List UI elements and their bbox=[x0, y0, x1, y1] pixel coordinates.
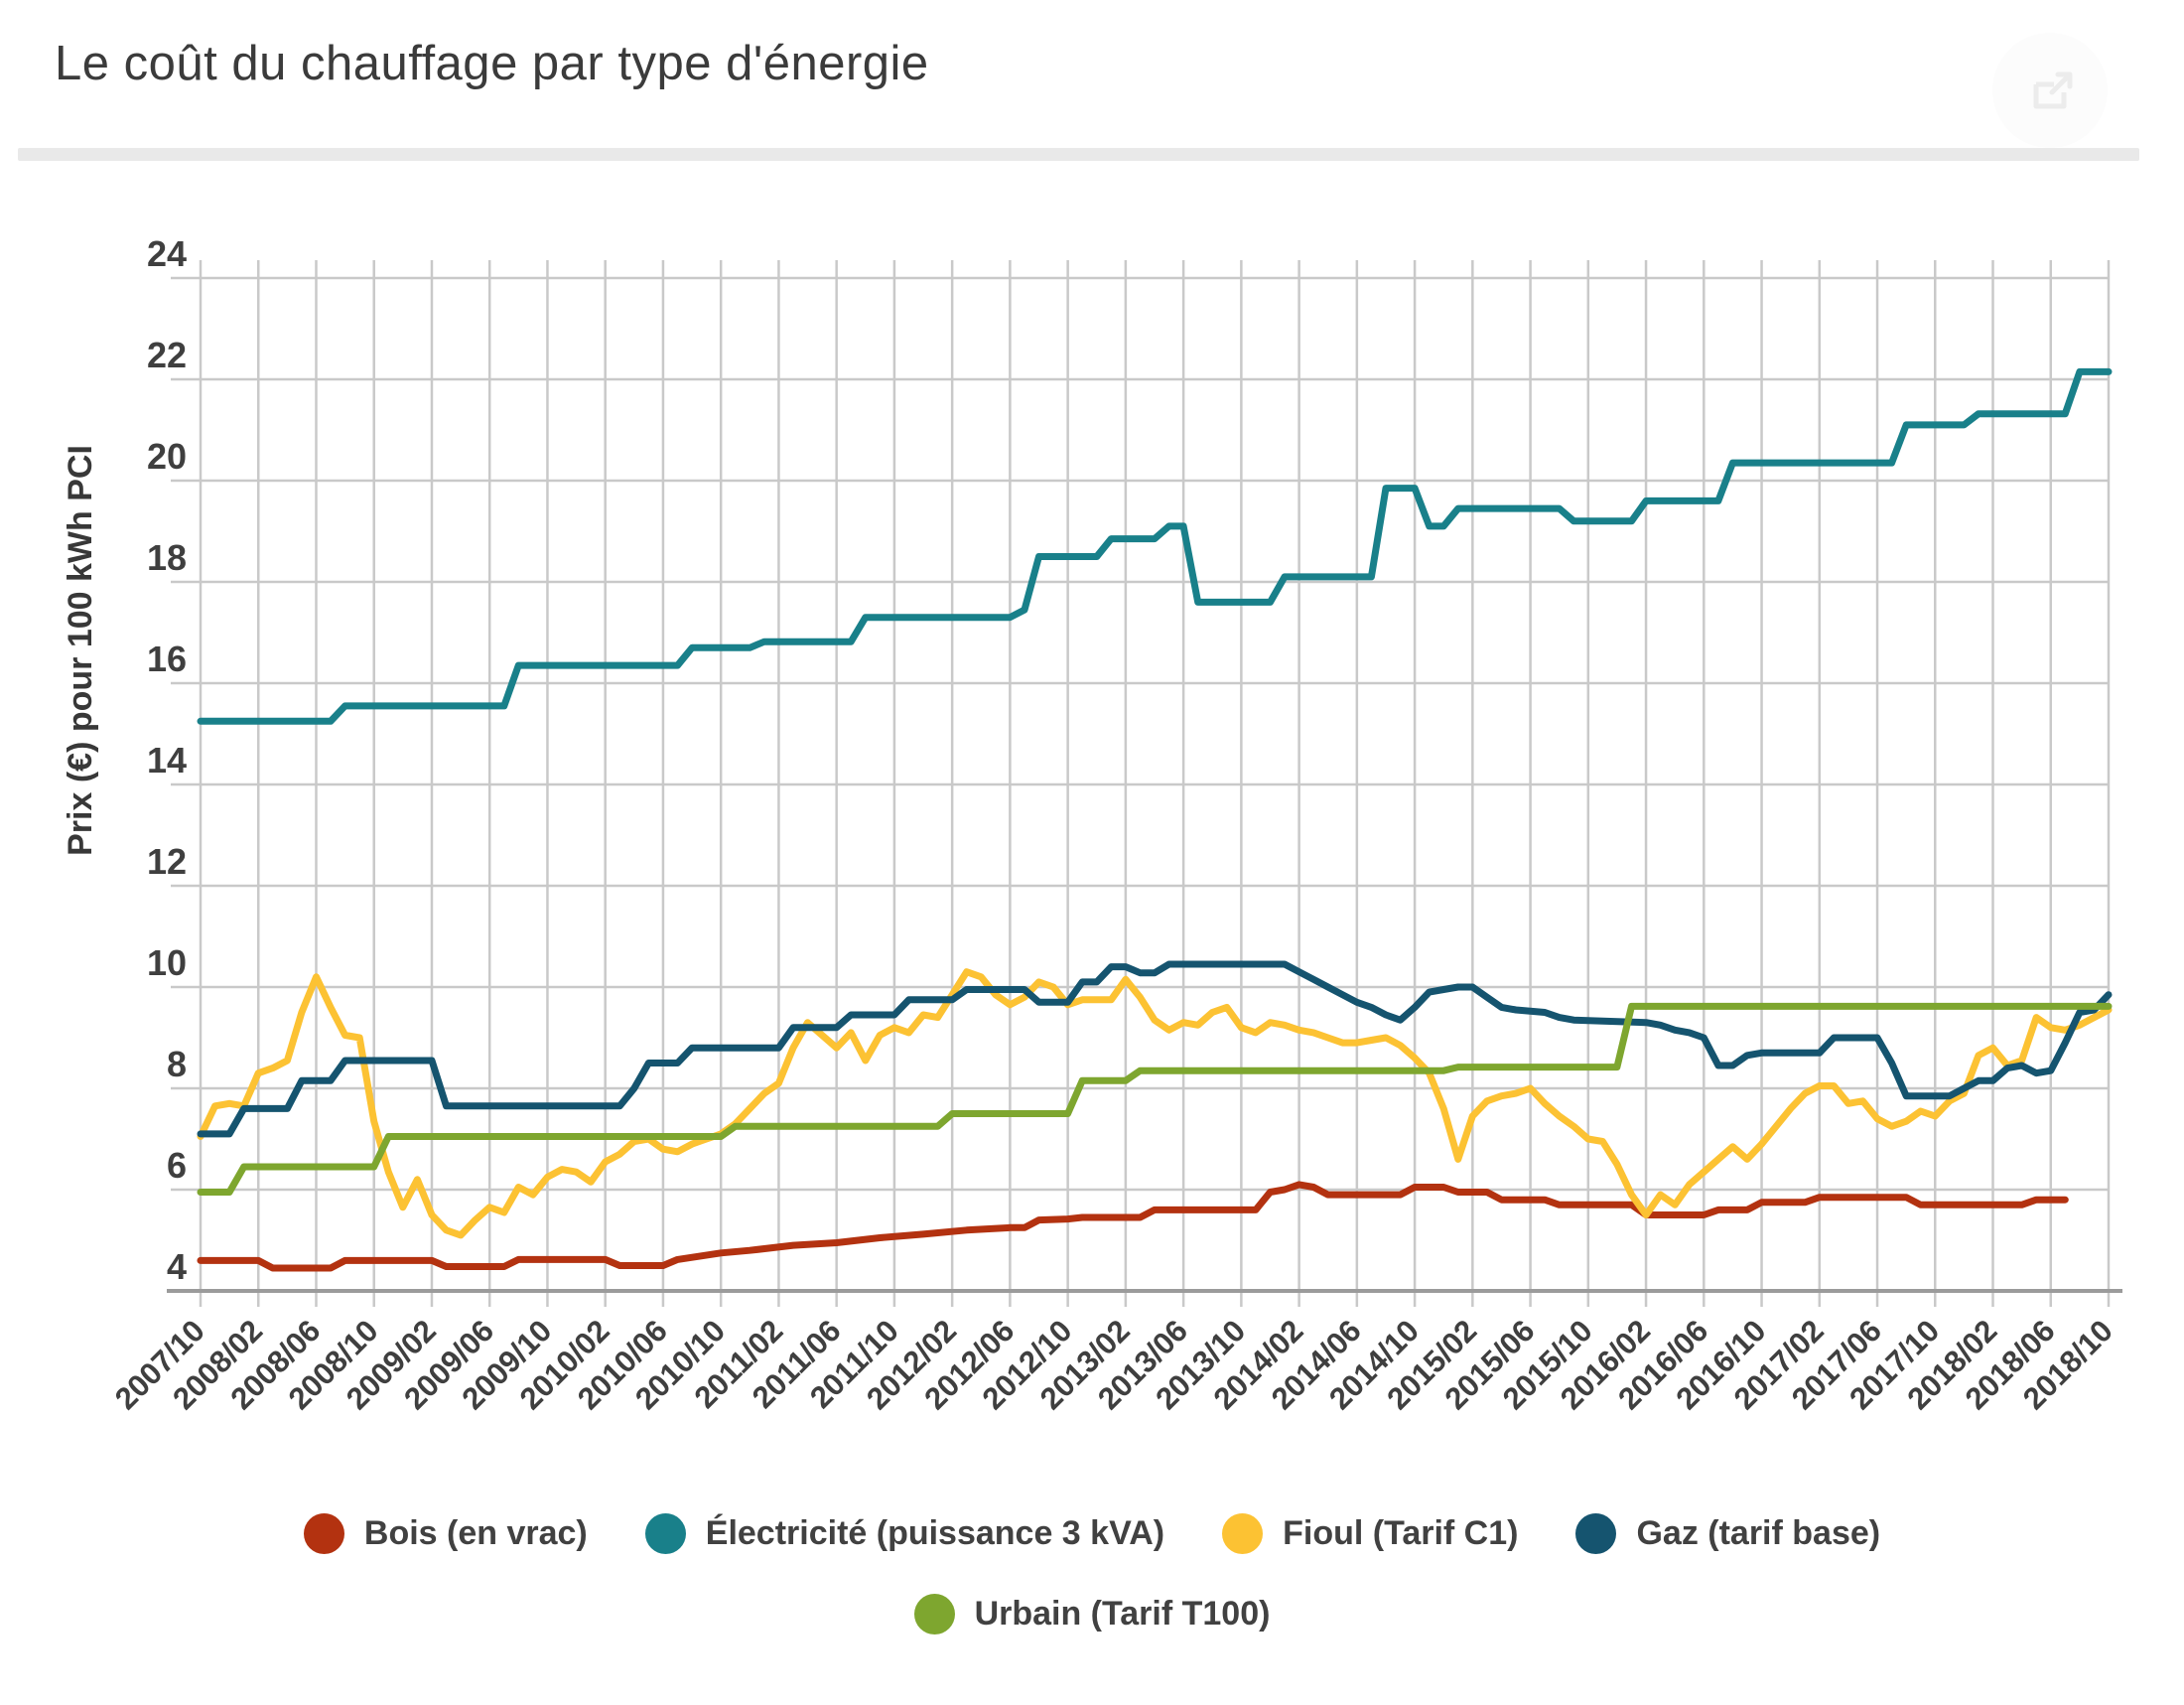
series-line-bois-en-vrac bbox=[197, 1181, 2069, 1272]
series-line-fioul-tarif-c1 bbox=[197, 968, 2113, 1239]
legend-swatch-icon bbox=[913, 1594, 955, 1634]
legend-label: Fioul (Tarif C1) bbox=[1283, 1514, 1519, 1552]
legend-swatch-icon bbox=[1222, 1513, 1264, 1554]
legend-item[interactable]: Électricité (puissance 3 kVA) bbox=[644, 1513, 1165, 1554]
legend-swatch-icon bbox=[1575, 1513, 1617, 1554]
y-tick-label: 12 bbox=[147, 841, 187, 882]
y-tick-label: 22 bbox=[147, 335, 187, 375]
legend-row: Bois (en vrac) Électricité (puissance 3 k… bbox=[303, 1513, 1880, 1554]
y-tick-label: 20 bbox=[147, 436, 187, 477]
series-line-lectricit-puissance-3-kva bbox=[197, 367, 2113, 725]
legend-label: Urbain (Tarif T100) bbox=[974, 1595, 1271, 1633]
page-title: Le coût du chauffage par type d'énergie bbox=[55, 37, 929, 90]
legend-item[interactable]: Fioul (Tarif C1) bbox=[1222, 1513, 1518, 1554]
legend-label: Gaz (tarif base) bbox=[1636, 1514, 1881, 1552]
legend-swatch-icon bbox=[303, 1513, 344, 1554]
legend-swatch-icon bbox=[644, 1513, 686, 1554]
chart-legend: Bois (en vrac) Électricité (puissance 3 k… bbox=[0, 1513, 2184, 1634]
y-tick-label: 8 bbox=[167, 1044, 187, 1084]
series-line-urbain-tarif-t100 bbox=[197, 1002, 2113, 1196]
share-icon bbox=[2033, 71, 2073, 109]
legend-item[interactable]: Gaz (tarif base) bbox=[1575, 1513, 1880, 1554]
legend-label: Bois (en vrac) bbox=[363, 1514, 588, 1552]
y-tick-label: 10 bbox=[147, 942, 187, 983]
y-axis-title: Prix (€) pour 100 kWh PCI bbox=[62, 445, 99, 856]
y-tick-label: 24 bbox=[147, 233, 187, 274]
y-tick-label: 14 bbox=[147, 740, 187, 781]
legend-label: Électricité (puissance 3 kVA) bbox=[705, 1514, 1165, 1552]
y-tick-label: 6 bbox=[167, 1145, 187, 1186]
title-divider bbox=[18, 148, 2139, 161]
legend-item[interactable]: Bois (en vrac) bbox=[303, 1513, 588, 1554]
y-tick-label: 4 bbox=[167, 1246, 187, 1287]
y-tick-label: 16 bbox=[147, 639, 187, 679]
legend-row: Urbain (Tarif T100) bbox=[913, 1594, 1271, 1634]
share-button[interactable] bbox=[1992, 33, 2108, 148]
legend-item[interactable]: Urbain (Tarif T100) bbox=[913, 1594, 1271, 1634]
series-line-gaz-tarif-base bbox=[197, 960, 2113, 1138]
y-tick-label: 18 bbox=[147, 537, 187, 578]
